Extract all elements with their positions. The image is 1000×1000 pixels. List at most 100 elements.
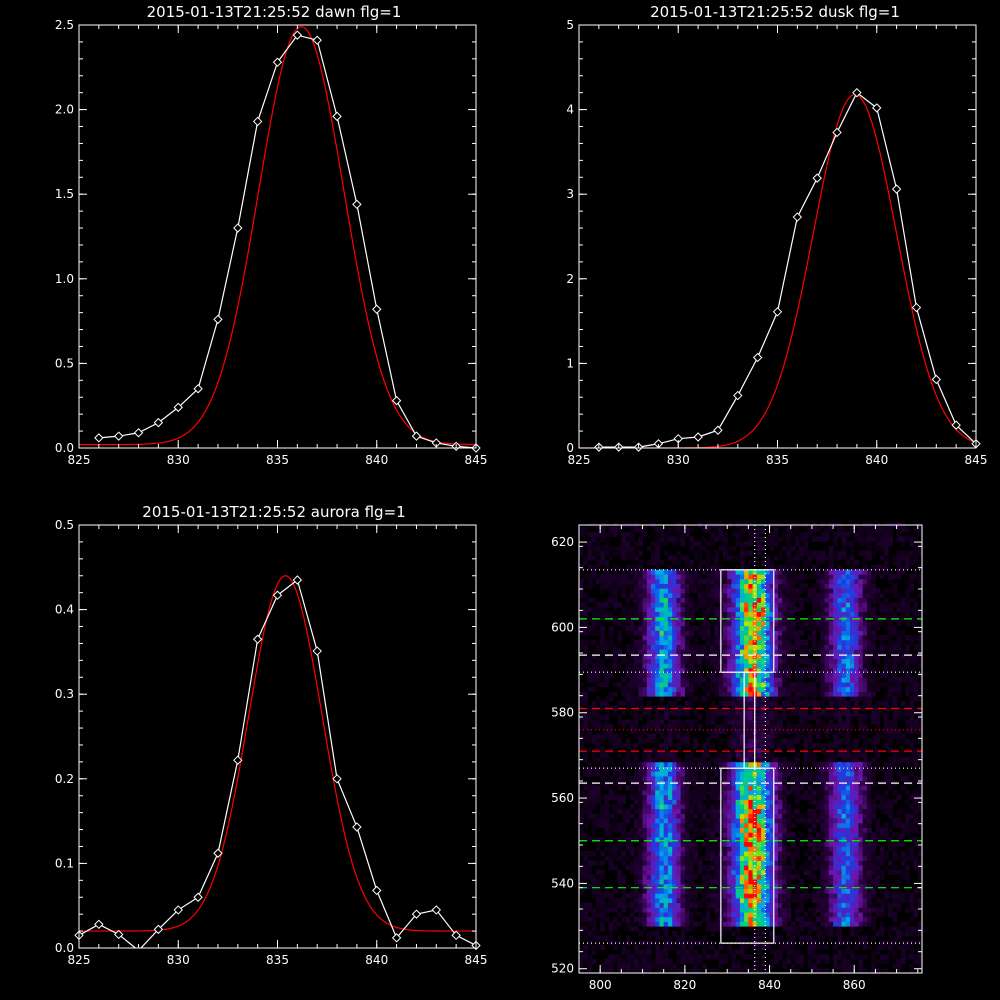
heatmap-pixel [651, 921, 656, 927]
heatmap-pixel [672, 883, 677, 889]
heatmap-pixel [684, 733, 690, 739]
heatmap-pixel [684, 625, 690, 631]
heatmap-pixel [824, 733, 830, 739]
heatmap-pixel [782, 836, 788, 843]
heatmap-pixel [824, 921, 830, 927]
heatmap-pixel [748, 710, 754, 716]
heatmap-pixel [790, 724, 796, 730]
heatmap-pixel [761, 804, 766, 810]
heatmap-pixel [811, 588, 817, 594]
heatmap-pixel [727, 874, 732, 880]
heatmap-pixel [706, 790, 711, 796]
heatmap-pixel [706, 738, 711, 744]
heatmap-pixel [718, 724, 724, 730]
heatmap-pixel [795, 644, 800, 650]
heatmap-pixel [714, 733, 720, 739]
heatmap-pixel [600, 818, 605, 824]
heatmap-pixel [828, 818, 834, 824]
heatmap-pixel [714, 818, 720, 824]
heatmap-pixel [773, 747, 779, 753]
heatmap-pixel [634, 663, 639, 669]
heatmap-pixel [786, 888, 792, 894]
heatmap-pixel [744, 968, 749, 974]
heatmap-pixel [761, 968, 766, 974]
heatmap-pixel [727, 602, 732, 608]
heatmap-pixel [782, 775, 788, 782]
heatmap-pixel [638, 822, 644, 828]
heatmap-pixel [739, 836, 745, 843]
heatmap-pixel [676, 606, 682, 613]
heatmap-pixel [710, 879, 716, 885]
heatmap-pixel [752, 888, 758, 894]
heatmap-pixel [727, 574, 732, 580]
heatmap-pixel [735, 635, 741, 641]
heatmap-pixel [672, 569, 677, 575]
heatmap-pixel [782, 686, 788, 692]
heatmap-pixel [676, 794, 682, 800]
heatmap-pixel [591, 949, 597, 955]
heatmap-pixel [667, 639, 673, 645]
heatmap-pixel [706, 799, 711, 805]
heatmap-pixel [663, 865, 669, 871]
heatmap-pixel [765, 836, 771, 843]
heatmap-pixel [689, 625, 694, 631]
heatmap-pixel [689, 926, 694, 932]
heatmap-pixel [706, 621, 711, 627]
heatmap-pixel [608, 822, 614, 828]
data-point [332, 774, 342, 784]
heatmap-pixel [651, 597, 656, 603]
heatmap-pixel [579, 926, 584, 932]
heatmap-pixel [820, 897, 826, 904]
heatmap-pixel [655, 790, 660, 796]
heatmap-pixel [706, 691, 711, 697]
heatmap-pixel [621, 879, 627, 885]
heatmap-pixel [824, 846, 830, 852]
heatmap-pixel [693, 949, 699, 955]
heatmap-pixel [667, 644, 673, 650]
heatmap-pixel [600, 560, 605, 566]
heatmap-pixel [731, 949, 737, 955]
heatmap-pixel [680, 606, 686, 613]
heatmap-pixel [634, 790, 639, 796]
heatmap-pixel [824, 527, 830, 533]
heatmap-pixel [672, 846, 677, 852]
heatmap-pixel [773, 700, 779, 706]
heatmap-pixel [621, 621, 627, 627]
heatmap-pixel [617, 663, 622, 669]
heatmap-pixel [684, 794, 690, 800]
heatmap-pixel [655, 649, 660, 655]
heatmap-pixel [778, 663, 783, 669]
heatmap-pixel [706, 541, 711, 547]
heatmap-pixel [773, 813, 779, 819]
heatmap-pixel [672, 775, 677, 782]
heatmap-pixel [735, 865, 741, 871]
y-tick-label: 0.0 [55, 441, 74, 455]
heatmap-pixel [697, 663, 703, 669]
heatmap-pixel [795, 738, 800, 744]
heatmap-pixel [663, 963, 669, 969]
heatmap-pixel [638, 663, 644, 669]
gaussian-fit-line [579, 93, 976, 448]
heatmap-pixel [739, 907, 745, 913]
heatmap-pixel [604, 719, 610, 725]
heatmap-pixel [608, 733, 614, 739]
heatmap-pixel [629, 747, 635, 753]
heatmap-pixel [769, 822, 775, 828]
heatmap-pixel [739, 879, 745, 885]
heatmap-pixel [595, 606, 601, 613]
heatmap-pixel [820, 766, 826, 772]
heatmap-pixel [667, 851, 673, 857]
heatmap-pixel [811, 672, 817, 678]
data-point [372, 304, 382, 314]
heatmap-pixel [803, 897, 809, 904]
heatmap-pixel [811, 790, 817, 796]
heatmap-pixel [612, 649, 618, 655]
heatmap-pixel [756, 625, 762, 631]
heatmap-pixel [790, 841, 796, 847]
heatmap-pixel [579, 907, 584, 913]
heatmap-pixel [748, 550, 754, 556]
heatmap-pixel [807, 790, 813, 796]
heatmap-pixel [748, 658, 754, 664]
heatmap-pixel [782, 574, 788, 580]
heatmap-pixel [625, 958, 631, 965]
